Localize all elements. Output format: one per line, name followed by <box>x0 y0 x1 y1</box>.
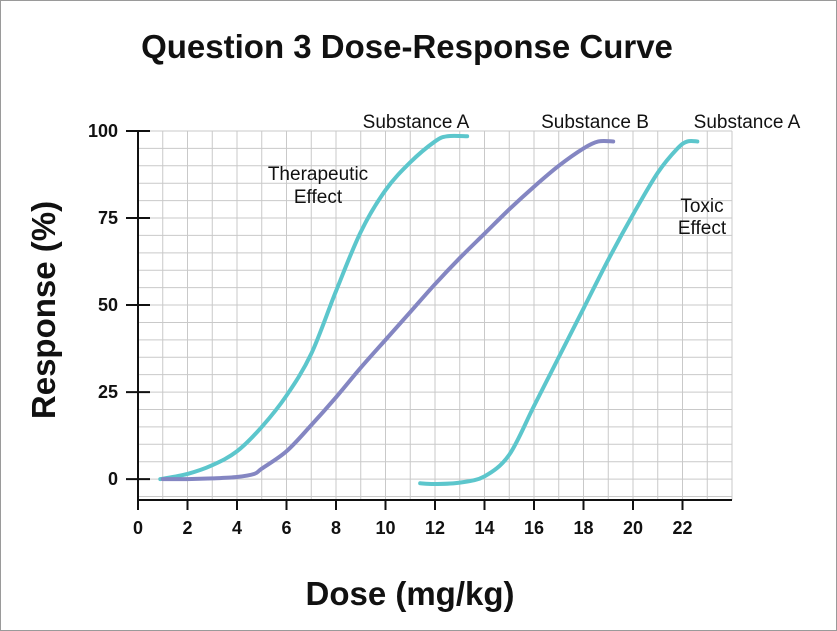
x-tick-label: 8 <box>331 518 341 538</box>
chart-grid <box>138 130 733 500</box>
x-tick-label: 2 <box>182 518 192 538</box>
x-tick-label: 10 <box>375 518 395 538</box>
x-tick-label: 4 <box>232 518 242 538</box>
y-tick-label: 75 <box>98 208 118 228</box>
y-tick-label: 0 <box>108 469 118 489</box>
y-tick-label: 50 <box>98 295 118 315</box>
label-toxic: Toxic <box>680 196 723 217</box>
series-line-2 <box>418 138 700 486</box>
y-tick-label: 100 <box>88 121 118 141</box>
x-tick-label: 14 <box>474 518 494 538</box>
x-tick-label: 0 <box>133 518 143 538</box>
label-substance-a-toxic: Substance A <box>694 112 801 133</box>
x-tick-label: 22 <box>672 518 692 538</box>
label-substance-b: Substance B <box>541 112 649 133</box>
axes <box>126 130 732 510</box>
series-line-1 <box>160 138 616 482</box>
label-therapeutic: Therapeutic <box>268 164 368 185</box>
x-tick-label: 12 <box>425 518 445 538</box>
x-tick-label: 6 <box>281 518 291 538</box>
label-therapeutic-effect: Effect <box>294 187 343 208</box>
label-toxic-effect: Effect <box>678 218 727 239</box>
series-line-0 <box>158 133 470 482</box>
x-axis-title: Dose (mg/kg) <box>305 575 514 612</box>
tick-labels: 0 25 50 75 100 0 2 4 6 8 10 12 14 16 18 20 22 <box>88 121 693 538</box>
x-tick-label: 18 <box>573 518 593 538</box>
x-tick-label: 16 <box>524 518 544 538</box>
series-layer <box>158 133 700 486</box>
chart-title: Question 3 Dose-Response Curve <box>141 28 673 65</box>
y-axis-title: Response (%) <box>25 201 62 419</box>
x-tick-label: 20 <box>623 518 643 538</box>
y-tick-label: 25 <box>98 382 118 402</box>
label-substance-a-therapeutic: Substance A <box>363 112 470 133</box>
